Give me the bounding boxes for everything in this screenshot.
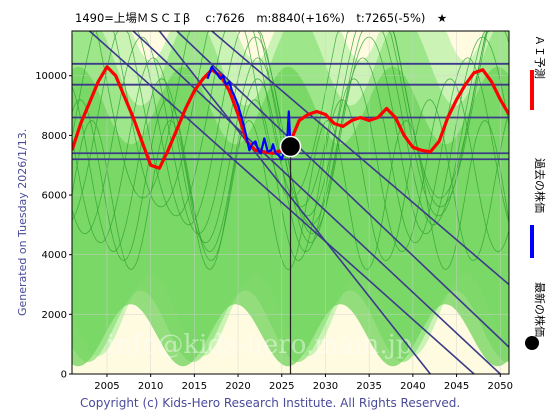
latest-price-marker — [279, 135, 302, 158]
watermark: info@kids-hero.main.jp — [107, 330, 412, 360]
legend-marker — [525, 336, 539, 350]
generated-date-label: Generated on Tuesday 2026/1/13. — [16, 129, 29, 316]
x-tick-label: 2030 — [313, 381, 338, 392]
chart-title: 1490=上場ＭＳＣＩβ c:7626 m:8840(+16%) t:7265(… — [75, 11, 447, 25]
trend-channel-line — [211, 31, 509, 286]
x-tick-label: 2010 — [138, 381, 163, 392]
y-tick-label: 8000 — [42, 131, 67, 142]
x-tick-label: 2025 — [269, 381, 294, 392]
x-tick-label: 2050 — [488, 381, 513, 392]
x-tick-label: 2035 — [356, 381, 381, 392]
y-tick-label: 6000 — [42, 191, 67, 202]
x-tick-label: 2015 — [182, 381, 207, 392]
x-tick-label: 2045 — [444, 381, 469, 392]
x-tick-label: 2040 — [400, 381, 425, 392]
trend-channel-line — [88, 31, 475, 374]
y-tick-label: 0 — [61, 370, 67, 381]
legend-label: 最新の株価 — [533, 282, 547, 337]
x-tick-label: 2005 — [94, 381, 119, 392]
x-tick-label: 2020 — [225, 381, 250, 392]
y-tick-label: 4000 — [42, 250, 67, 261]
y-tick-label: 2000 — [42, 310, 67, 321]
historical-price-line — [206, 65, 292, 161]
plot-area: info@kids-hero.main.jp 2005 2010 2015 2020 20… — [35, 30, 513, 392]
trend-channel-line — [176, 31, 509, 348]
trend-channel-line — [158, 31, 431, 374]
copyright-footer: Copyright (c) Kids-Hero Research Institu… — [80, 396, 460, 410]
plot-layer: info@kids-hero.main.jp — [72, 31, 509, 374]
legend-label: ＡＩ予測 — [533, 35, 547, 79]
y-tick-label: 10000 — [35, 71, 67, 82]
legend-label: 過去の株価 — [533, 158, 547, 213]
plot-frame — [71, 30, 510, 375]
